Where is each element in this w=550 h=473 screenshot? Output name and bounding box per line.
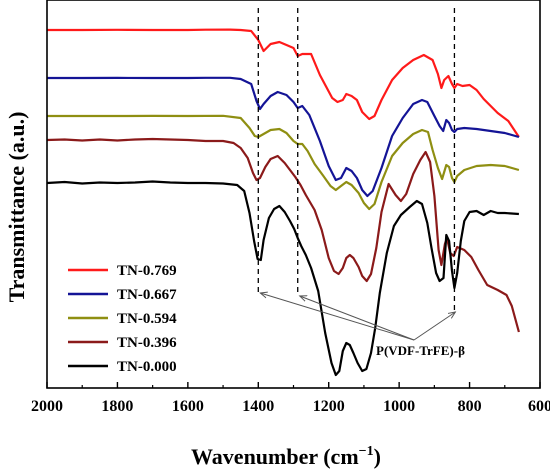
annotation-label: P(VDF-TrFE)-β [376,343,465,358]
x-tick-label-7: 600 [528,398,550,415]
x-axis-title-main: Wavenumber (cm [191,444,359,469]
x-tick-label-5: 1000 [383,398,415,415]
annotation-arrow-1 [300,296,415,341]
legend-label-0: TN-0.769 [117,263,177,279]
axes-layer: 2000 1800 1600 1400 1200 1000 800 600 [31,0,550,415]
legend-label-1: TN-0.667 [117,287,177,303]
legend-label-4: TN-0.000 [117,359,177,375]
x-axis-title-superscript: −1 [359,444,374,459]
x-axis-title-close: ) [374,444,381,469]
series-line-0 [47,28,520,138]
x-tick-label-4: 1200 [313,398,345,415]
x-tick-label-0: 2000 [31,398,63,415]
x-tick-label-1: 1800 [101,398,133,415]
x-tick-label-6: 800 [458,398,482,415]
x-axis-title: Wavenumber (cm−1) [191,444,381,469]
series-line-4 [46,180,519,377]
reference-lines-layer [257,8,455,341]
series-line-1 [47,76,520,198]
plot-frame [46,0,541,389]
x-tick-label-2: 1600 [172,398,204,415]
series-line-3 [46,137,520,333]
spectra-layer [46,28,520,377]
legend: TN-0.769 TN-0.667 TN-0.594 TN-0.396 TN-0.000 [68,263,177,375]
y-axis-title: Transmittance (a.u.) [4,112,29,303]
annotation-arrow-2 [413,312,455,341]
x-tick-label-3: 1400 [242,398,274,415]
series-line-2 [47,114,520,211]
annotation-arrow-0 [260,293,415,341]
legend-label-2: TN-0.594 [117,311,177,327]
legend-label-3: TN-0.396 [117,335,177,351]
